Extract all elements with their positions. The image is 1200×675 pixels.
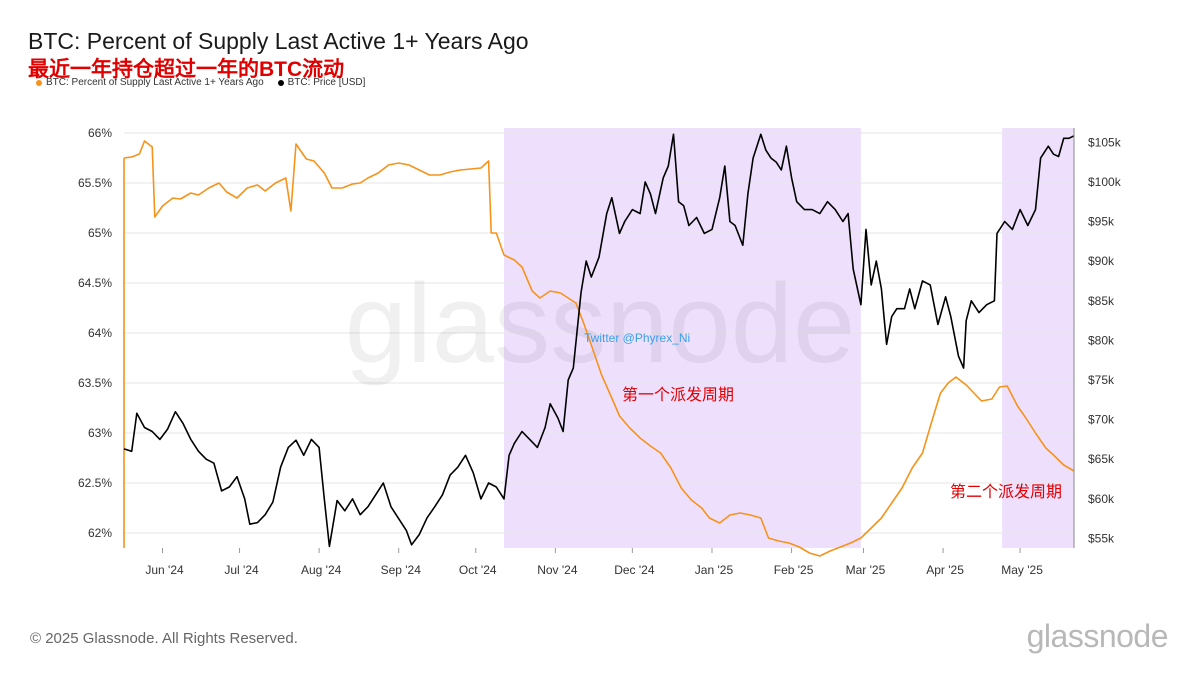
y-right-tick-label: $60k (1088, 492, 1115, 506)
highlight-layer (504, 128, 1074, 548)
copyright-text: © 2025 Glassnode. All Rights Reserved. (30, 630, 298, 647)
legend-swatch-supply (36, 79, 42, 86)
x-tick-label: Dec '24 (614, 563, 655, 577)
price-series-line (123, 133, 1075, 548)
y-right-tick-label: $90k (1088, 254, 1115, 268)
x-tick-label: Aug '24 (301, 563, 342, 577)
x-tick-label: May '25 (1001, 563, 1043, 577)
x-tick-label: Nov '24 (537, 563, 578, 577)
annotation-first-distribution-cycle: 第一个派发周期 (622, 385, 734, 404)
y-right-tick-label: $100k (1088, 175, 1122, 189)
y-right-tick-label: $95k (1088, 215, 1115, 229)
y-left-tick-label: 62.5% (78, 476, 112, 490)
highlight-period-2 (1002, 128, 1074, 548)
y-right-tick-label: $70k (1088, 413, 1115, 427)
chart-subtitle: 最近一年持仓超过一年的BTC流动 (28, 58, 345, 81)
y-left-tick-label: 66% (88, 126, 112, 140)
grid-layer (124, 132, 1074, 534)
y-right-tick-label: $105k (1088, 135, 1122, 149)
x-tick-label: Sep '24 (381, 563, 422, 577)
legend-item-supply[interactable]: BTC: Percent of Supply Last Active 1+ Ye… (36, 77, 264, 88)
glassnode-logo: glassnode (1026, 618, 1169, 654)
axis-layer: 66% 65.5% 65% 64.5% 64% 63.5% 63% 62.5% 62% $105k… (78, 126, 1122, 577)
legend: BTC: Percent of Supply Last Active 1+ Ye… (36, 77, 365, 88)
y-left-tick-label: 63% (88, 426, 112, 440)
y-right-tick-label: $65k (1088, 452, 1115, 466)
y-left-tick-label: 63.5% (78, 376, 112, 390)
supply-series-line (123, 140, 1075, 557)
chart-title: BTC: Percent of Supply Last Active 1+ Ye… (28, 28, 529, 54)
annotation-second-distribution-cycle: 第二个派发周期 (950, 482, 1062, 501)
y-left-tick-label: 62% (88, 526, 112, 540)
x-tick-label: Jul '24 (224, 563, 259, 577)
y-right-tick-label: $80k (1088, 333, 1115, 347)
legend-label-price: BTC: Price [USD] (287, 77, 366, 88)
y-right-tick-label: $85k (1088, 294, 1115, 308)
twitter-handle: Twitter @Phyrex_Ni (584, 331, 690, 345)
series-layer (123, 133, 1075, 557)
x-tick-label: Apr '25 (926, 563, 964, 577)
y-left-tick-label: 64% (88, 326, 112, 340)
legend-swatch-price (277, 79, 284, 86)
watermark-text: glassnode (345, 261, 856, 386)
highlight-period-1 (504, 128, 861, 548)
x-tick-label: Oct '24 (459, 563, 497, 577)
y-right-tick-label: $75k (1088, 373, 1115, 387)
y-left-tick-label: 65.5% (78, 176, 112, 190)
x-tick-label: Jan '25 (695, 563, 734, 577)
legend-label-supply: BTC: Percent of Supply Last Active 1+ Ye… (46, 77, 264, 88)
y-left-tick-label: 65% (88, 226, 112, 240)
x-tick-label: Jun '24 (145, 563, 184, 577)
y-left-tick-label: 64.5% (78, 276, 112, 290)
x-tick-label: Mar '25 (846, 563, 886, 577)
x-tick-label: Feb '25 (774, 563, 814, 577)
legend-item-price[interactable]: BTC: Price [USD] (277, 77, 366, 88)
y-right-tick-label: $55k (1088, 531, 1115, 545)
